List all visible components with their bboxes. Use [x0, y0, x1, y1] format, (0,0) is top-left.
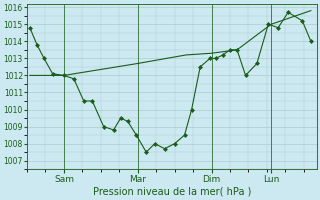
X-axis label: Pression niveau de la mer( hPa ): Pression niveau de la mer( hPa )	[92, 187, 251, 197]
